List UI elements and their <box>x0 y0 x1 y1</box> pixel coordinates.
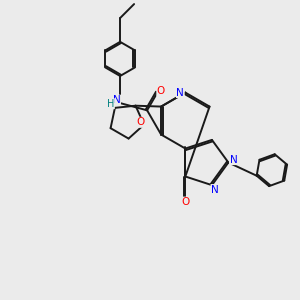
Text: O: O <box>157 86 165 96</box>
Text: N: N <box>113 95 120 105</box>
Text: O: O <box>181 197 190 207</box>
Text: N: N <box>211 184 219 195</box>
Text: N: N <box>176 88 184 98</box>
Text: H: H <box>107 99 114 109</box>
Text: N: N <box>230 154 237 165</box>
Text: O: O <box>136 117 145 127</box>
